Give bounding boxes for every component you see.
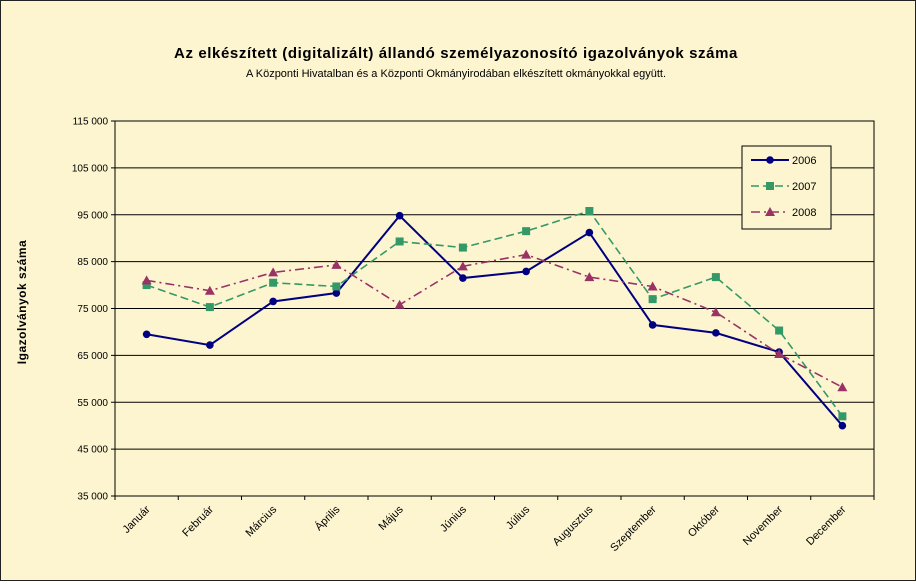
data-point	[766, 156, 774, 164]
data-point	[584, 272, 595, 282]
legend-box	[741, 145, 832, 230]
legend-item-2008: 2008	[751, 207, 816, 219]
data-point	[142, 281, 151, 290]
y-axis-label: Igazolványok száma	[15, 240, 29, 364]
data-point	[647, 281, 658, 291]
data-point	[838, 421, 847, 430]
series-2006	[142, 211, 847, 430]
x-tick-label: November	[741, 503, 786, 548]
y-tick-label: 75 000	[77, 304, 108, 315]
series-2007	[142, 207, 847, 421]
data-point	[459, 274, 467, 282]
data-point	[775, 326, 784, 335]
x-tick-label: Július	[504, 503, 533, 532]
legend-item-2007: 2007	[751, 181, 816, 193]
legend-items: 2006 2007 2008	[751, 155, 816, 219]
data-point	[766, 182, 774, 190]
y-tick-label: 45 000	[77, 445, 108, 456]
series-2008	[141, 249, 848, 392]
x-tick-label: Szeptember	[608, 503, 659, 554]
data-point	[585, 207, 594, 215]
series-group	[141, 207, 848, 430]
data-point	[332, 289, 341, 297]
data-point	[457, 261, 468, 271]
y-tick-label: 95 000	[77, 210, 108, 221]
legend-label: 2008	[792, 207, 816, 219]
y-tick-label: 115 000	[73, 117, 109, 128]
data-point	[711, 273, 720, 282]
series-line	[146, 210, 844, 417]
x-tick-label: Augusztus	[551, 503, 596, 548]
x-tick-label: Október	[686, 503, 722, 539]
y-tick-label: 55 000	[77, 398, 108, 409]
data-point	[648, 321, 657, 329]
x-tick-label: December	[804, 503, 849, 548]
data-point	[710, 307, 721, 317]
data-point	[332, 282, 341, 291]
data-point	[269, 278, 278, 287]
data-point	[268, 267, 279, 277]
data-point	[774, 348, 785, 358]
data-point	[331, 259, 342, 269]
legend-item-2006: 2006	[751, 155, 816, 167]
legend-label: 2007	[792, 181, 816, 193]
data-point	[648, 295, 657, 304]
data-point	[394, 299, 405, 309]
data-point	[837, 382, 848, 392]
data-point	[585, 228, 594, 237]
y-axis-ticks: 35 000 45 000 55 000 65 000 75 000 85 000 95 0…	[72, 117, 115, 503]
data-point	[395, 211, 404, 220]
data-point	[205, 303, 214, 312]
x-tick-label: Február	[180, 503, 216, 539]
data-point	[522, 227, 531, 236]
x-axis-ticks: Január Február Március Április Május Június Jú…	[114, 496, 875, 554]
data-point	[204, 285, 215, 295]
y-tick-label: 105 000	[72, 163, 109, 174]
legend-label: 2006	[792, 155, 816, 167]
x-tick-label: Május	[377, 503, 407, 533]
data-point	[712, 329, 720, 337]
data-point	[395, 237, 404, 246]
data-point	[765, 207, 775, 216]
y-tick-label: 35 000	[77, 492, 108, 503]
x-tick-label: Január	[120, 503, 153, 536]
data-point	[269, 297, 277, 306]
series-line	[146, 253, 843, 388]
y-tick-label: 65 000	[77, 351, 108, 362]
series-line	[146, 214, 844, 427]
data-point	[206, 341, 214, 349]
data-point	[142, 330, 151, 339]
data-point	[458, 243, 467, 252]
data-point	[521, 249, 532, 259]
x-tick-label: Április	[312, 503, 343, 534]
x-tick-label: Március	[244, 503, 280, 539]
legend: 2006 2007 2008	[741, 145, 832, 230]
x-tick-label: Június	[438, 503, 469, 534]
data-point	[141, 275, 152, 285]
chart-subtitle: A Központi Hivatalban és a Központi Okmá…	[246, 68, 666, 80]
chart-title: Az elkészített (digitalizált) állandó sz…	[174, 45, 738, 62]
data-point	[838, 412, 847, 421]
y-tick-label: 85 000	[77, 257, 108, 268]
data-point	[522, 267, 530, 276]
